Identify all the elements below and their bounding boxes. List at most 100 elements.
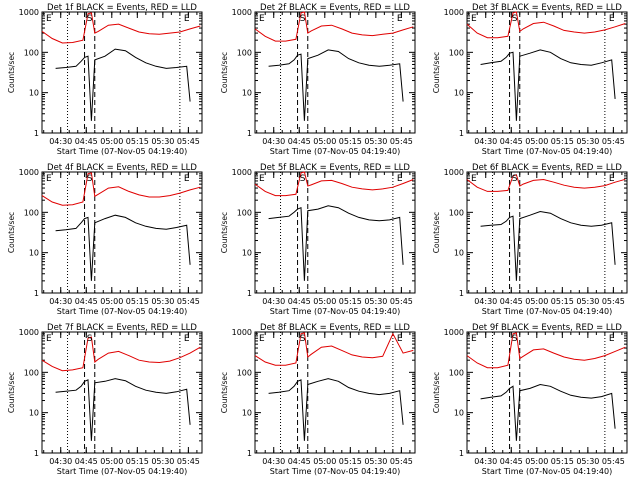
series-line-events (55, 378, 191, 441)
series-line-lld (41, 172, 201, 206)
y-axis-label: Counts/sec (7, 372, 16, 413)
x-axis-label: Start Time (07-Nov-05 04:19:40) (482, 307, 612, 316)
y-tick-label: 100 (237, 368, 252, 377)
x-tick-label: 05:00 (313, 297, 336, 306)
series-line-events (55, 48, 191, 121)
series-line-lld (466, 332, 626, 369)
chart-title: Det 4f BLACK = Events, RED = LLD (47, 163, 197, 173)
x-tick-label: 04:45 (500, 297, 523, 306)
x-axis-label: Start Time (07-Nov-05 04:19:40) (57, 307, 187, 316)
x-tick-label: 05:00 (100, 297, 123, 306)
event-marker-label: E (471, 174, 477, 184)
series-line-lld (41, 336, 201, 372)
y-tick-label: 100 (449, 48, 464, 57)
series-line-events (268, 49, 404, 121)
x-tick-label: 05:15 (126, 297, 149, 306)
event-marker-label: S (87, 174, 93, 184)
x-tick-label: 05:45 (177, 457, 200, 466)
x-tick-label: 05:15 (339, 457, 362, 466)
event-marker-label: S (87, 14, 93, 24)
event-marker-label: S (512, 14, 518, 24)
plot-frame (466, 331, 628, 454)
y-tick-label: 1 (459, 289, 464, 298)
event-marker-label: E (184, 174, 190, 184)
x-tick-label: 05:45 (177, 297, 200, 306)
x-tick-label: 05:45 (602, 137, 625, 146)
x-tick-label: 04:45 (75, 457, 98, 466)
y-axis-label: Counts/sec (7, 212, 16, 253)
series-line-events (480, 383, 616, 441)
plot-frame (466, 171, 628, 294)
series-line-events (268, 205, 404, 281)
y-tick-label: 1000 (232, 8, 252, 17)
event-marker-label: E (46, 14, 52, 24)
x-tick-label: 05:45 (390, 137, 413, 146)
chart-title: Det 5f BLACK = Events, RED = LLD (260, 163, 410, 173)
y-tick-label: 10 (29, 249, 39, 258)
x-tick-label: 04:45 (500, 457, 523, 466)
x-axis-label: Start Time (07-Nov-05 04:19:40) (482, 467, 612, 476)
x-tick-label: 05:30 (576, 297, 599, 306)
y-tick-label: 1 (34, 129, 39, 138)
y-tick-label: 1 (247, 449, 252, 458)
chart-title: Det 2f BLACK = Events, RED = LLD (260, 3, 410, 13)
x-tick-label: 05:00 (525, 457, 548, 466)
y-tick-label: 10 (29, 89, 39, 98)
chart-panel-1: Det 1f BLACK = Events, RED = LLD 1 10 100 10… (7, 3, 203, 156)
y-tick-label: 10 (242, 409, 252, 418)
x-tick-label: 05:30 (151, 297, 174, 306)
plot-frame (41, 171, 203, 294)
y-tick-label: 100 (24, 48, 39, 57)
x-tick-label: 04:45 (500, 137, 523, 146)
x-tick-label: 04:45 (288, 137, 311, 146)
y-tick-label: 1000 (444, 328, 464, 337)
event-marker-label: E (46, 174, 52, 184)
x-tick-label: 05:15 (339, 297, 362, 306)
event-marker-label: E (46, 334, 52, 344)
x-tick-label: 05:15 (551, 457, 574, 466)
x-axis-label: Start Time (07-Nov-05 04:19:40) (270, 307, 400, 316)
x-tick-label: 04:30 (474, 457, 497, 466)
series-line-events (480, 210, 616, 281)
event-marker-label: E (259, 174, 265, 184)
event-marker-label: E (609, 14, 615, 24)
y-tick-label: 1 (247, 289, 252, 298)
y-axis-label: Counts/sec (7, 52, 16, 93)
event-marker-label: S (300, 174, 306, 184)
y-tick-label: 100 (24, 208, 39, 217)
x-tick-label: 05:30 (576, 457, 599, 466)
x-tick-label: 04:30 (262, 457, 285, 466)
series-line-events (480, 49, 616, 121)
x-tick-label: 05:30 (364, 137, 387, 146)
x-tick-label: 04:30 (474, 137, 497, 146)
x-tick-label: 05:30 (151, 457, 174, 466)
chart-title: Det 3f BLACK = Events, RED = LLD (472, 3, 622, 13)
x-axis-label: Start Time (07-Nov-05 04:19:40) (57, 467, 187, 476)
event-marker-label: E (259, 334, 265, 344)
plot-frame (254, 11, 416, 134)
x-axis-label: Start Time (07-Nov-05 04:19:40) (270, 147, 400, 156)
event-marker-label: E (471, 334, 477, 344)
y-tick-label: 1000 (19, 168, 39, 177)
y-axis-label: Counts/sec (432, 52, 441, 93)
y-tick-label: 100 (237, 48, 252, 57)
y-tick-label: 10 (242, 249, 252, 258)
event-marker-label: S (87, 334, 93, 344)
y-tick-label: 1 (459, 449, 464, 458)
x-tick-label: 05:30 (576, 137, 599, 146)
series-line-lld (41, 12, 201, 44)
x-tick-label: 04:45 (75, 137, 98, 146)
y-tick-label: 1000 (444, 168, 464, 177)
x-axis-label: Start Time (07-Nov-05 04:19:40) (270, 467, 400, 476)
x-tick-label: 05:15 (551, 137, 574, 146)
y-axis-label: Counts/sec (220, 52, 229, 93)
x-tick-label: 05:00 (100, 457, 123, 466)
x-tick-label: 05:00 (100, 137, 123, 146)
y-tick-label: 1000 (232, 168, 252, 177)
x-tick-label: 04:45 (75, 297, 98, 306)
plot-frame (41, 11, 203, 134)
y-tick-label: 1000 (19, 8, 39, 17)
chart-panel-3: Det 3f BLACK = Events, RED = LLD 1 10 100 10… (432, 3, 628, 156)
series-line-lld (466, 174, 626, 192)
